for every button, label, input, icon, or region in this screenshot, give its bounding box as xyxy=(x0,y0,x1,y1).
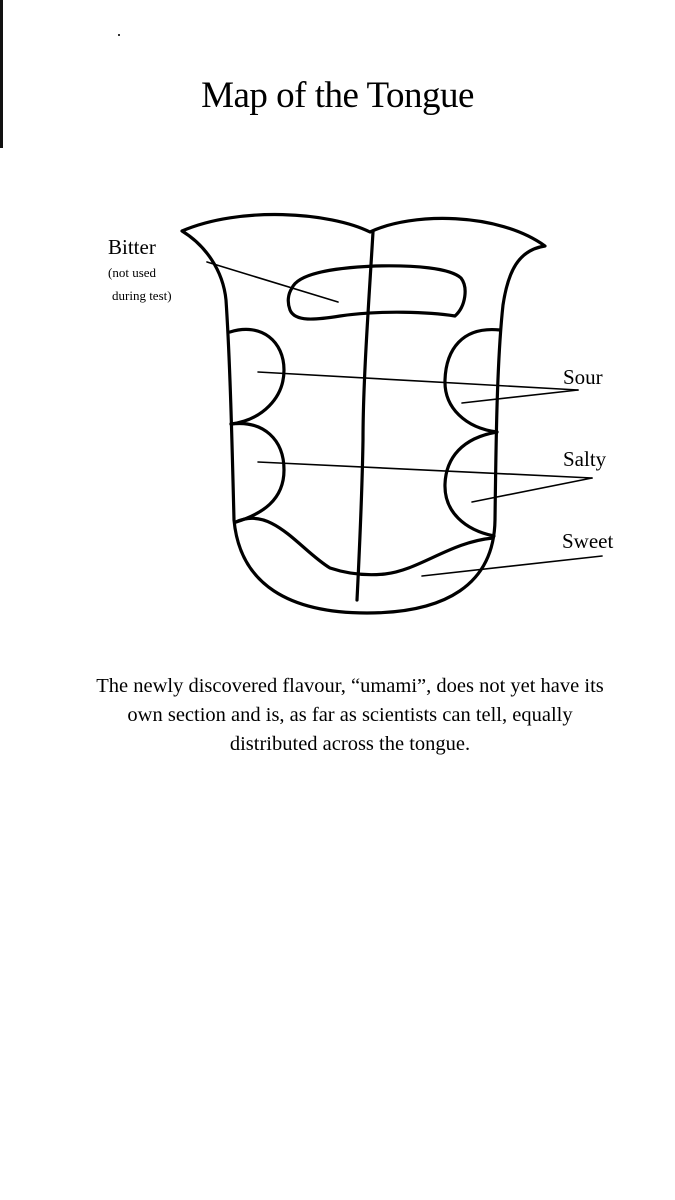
bitter-label: Bitter xyxy=(108,235,156,259)
umami-caption: The newly discovered flavour, “umami”, d… xyxy=(96,675,604,755)
bitter-region xyxy=(286,264,467,321)
sweet-region xyxy=(234,516,495,577)
salty-leader-left xyxy=(257,461,593,479)
salty-label: Salty xyxy=(563,447,607,471)
salty-leader-right xyxy=(471,477,593,503)
sweet-label: Sweet xyxy=(562,529,613,553)
page-title: Map of the Tongue xyxy=(201,75,474,116)
bitter-note-line1: (not used xyxy=(108,265,157,280)
scan-speck xyxy=(118,34,120,36)
tongue-outline xyxy=(180,212,547,615)
right-salty-region xyxy=(443,430,499,538)
bitter-leader-line xyxy=(206,261,339,303)
left-sour-region xyxy=(228,327,286,426)
sweet-leader-line xyxy=(421,555,603,577)
sour-leader-right xyxy=(461,389,579,404)
tongue-diagram: Bitter (not used during test) Sour Salty… xyxy=(108,212,613,615)
sour-leader-left xyxy=(257,371,579,391)
sour-label: Sour xyxy=(563,365,603,389)
left-salty-region xyxy=(229,421,286,524)
right-sour-region xyxy=(443,328,502,434)
scan-edge-mark xyxy=(0,0,3,148)
tongue-center-line xyxy=(355,230,375,602)
bitter-note-line2: during test) xyxy=(112,288,172,303)
